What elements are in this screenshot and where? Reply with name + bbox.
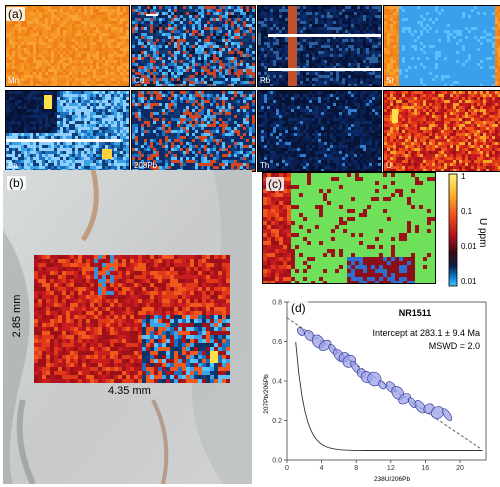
- x-tick-label: 20: [456, 465, 464, 472]
- x-tick-label: 12: [387, 465, 395, 472]
- y-tick-label: 0.8: [272, 300, 282, 307]
- element-map-mn: Mn: [5, 5, 130, 87]
- concordia-curve: [295, 341, 483, 451]
- x-axis-label: 238U/206Pb: [374, 476, 411, 483]
- y-axis-label: 207Pb/206Pb: [263, 374, 270, 414]
- y-tick-label: 0.0: [272, 458, 282, 465]
- panel-d-tag: (d): [289, 301, 308, 315]
- element-map-th: Th: [257, 90, 382, 172]
- sample-photo: 2.85 mm 4.35 mm: [3, 170, 252, 484]
- data-ellipse: [318, 339, 332, 352]
- element-map-sr: Sr: [383, 5, 500, 87]
- data-ellipse: [296, 327, 305, 336]
- colorbar-tick-3: 0.01: [461, 242, 477, 251]
- photo-overlay-u-map: [34, 255, 231, 384]
- x-tick-label: 4: [320, 465, 324, 472]
- element-label-u: U: [386, 161, 392, 170]
- panel-b-tag: (b): [7, 176, 26, 190]
- photo-width-label: 4.35 mm: [108, 385, 151, 397]
- element-map-208pb: 208Pb: [131, 90, 256, 172]
- element-label-sr: Sr: [386, 76, 394, 85]
- element-label-ba: Ba: [8, 161, 18, 170]
- data-ellipse: [414, 400, 426, 414]
- colorbar-tick-1: 1: [461, 172, 466, 181]
- panel-c-tag: (c): [266, 177, 284, 191]
- element-map-ba: Ba: [5, 90, 130, 172]
- y-tick-label: 0.2: [272, 418, 282, 425]
- element-label-mn: Mn: [8, 76, 20, 85]
- data-ellipse: [442, 408, 453, 421]
- x-tick-label: 16: [422, 465, 430, 472]
- panel-a-tag: (a): [6, 7, 25, 21]
- element-map-cu: Cu: [131, 5, 256, 87]
- colorbar-tick-2: 0.1: [461, 207, 473, 216]
- element-label-cu: Cu: [134, 76, 145, 85]
- x-tick-label: 0: [285, 465, 289, 472]
- element-label-rb: Rb: [260, 76, 271, 85]
- element-label-208pb: 208Pb: [134, 161, 158, 170]
- data-ellipse: [398, 393, 411, 405]
- tera-wasserburg-chart: 0 4 8 12 16 20 0.0 0.2 0.4 0.6 0.8 NR1511 Intercep…: [263, 300, 487, 483]
- element-map-u: U: [383, 90, 500, 172]
- plot-frame: [286, 301, 487, 461]
- element-map-rb: Rb: [257, 5, 382, 87]
- x-tick-label: 8: [354, 465, 358, 472]
- element-label-th: Th: [260, 161, 270, 170]
- colorbar-label: U ppm: [477, 218, 488, 248]
- colorbar-gradient: [448, 173, 458, 287]
- chart-title: NR1511: [399, 308, 432, 318]
- classified-u-map: [262, 172, 436, 284]
- colorbar-tick-4: 0.01: [461, 277, 477, 286]
- u-colorbar: 1 0.1 0.01 0.01 U ppm: [448, 172, 496, 288]
- data-ellipse: [378, 380, 387, 390]
- chart-mswd-annotation: MSWD = 2.0: [429, 341, 480, 351]
- y-tick-label: 0.4: [272, 379, 282, 386]
- y-tick-label: 0.6: [272, 339, 282, 346]
- chart-intercept-annotation: Intercept at 283.1 ± 9.4 Ma: [372, 328, 480, 338]
- photo-height-label: 2.85 mm: [11, 294, 23, 338]
